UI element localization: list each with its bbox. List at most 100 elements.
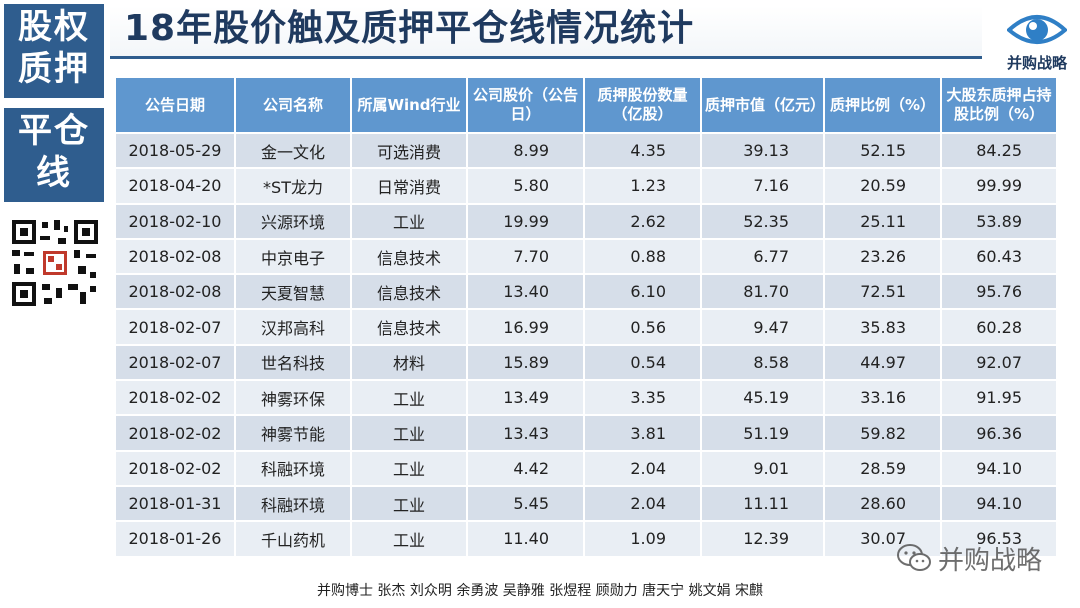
table-row: 2018-02-02 神雾节能 工业 13.43 3.81 51.19 59.82 96.36: [114, 414, 1058, 452]
table-cell: 0.88: [583, 237, 702, 276]
table-cell: 91.95: [940, 379, 1058, 417]
table-cell: 12.39: [700, 520, 825, 558]
table-row: 2018-01-31 科融环境 工业 5.45 2.04 11.11 28.60 94.10: [114, 484, 1058, 523]
table-header-cell: 公司名称: [234, 76, 352, 134]
table-cell: 60.28: [940, 308, 1058, 346]
table-row: 2018-01-26 千山药机 工业 11.40 1.09 12.39 30.07 96.53: [114, 520, 1058, 558]
table-cell: 3.81: [583, 414, 702, 452]
table-row: 2018-02-10 兴源环境 工业 19.99 2.62 52.35 25.11 53.89: [114, 202, 1058, 240]
table-cell: 工业: [350, 414, 468, 452]
table-cell: 汉邦高科: [234, 308, 352, 346]
table-cell: 0.54: [583, 343, 702, 382]
table-cell: 1.09: [583, 520, 702, 558]
table-cell: 日常消费: [350, 167, 468, 205]
table-cell: 千山药机: [234, 520, 352, 558]
brand-logo-text: 并购战略: [1006, 54, 1067, 72]
table-row: 2018-02-08 中京电子 信息技术 7.70 0.88 6.77 23.26 60.43: [114, 237, 1058, 276]
table-row: 2018-02-02 神雾环保 工业 13.49 3.35 45.19 33.16 91.95: [114, 379, 1058, 417]
table-cell: 84.25: [940, 131, 1058, 170]
table-cell: 25.11: [823, 202, 942, 240]
table-cell: 19.99: [466, 202, 585, 240]
table-body: 2018-05-29 金一文化 可选消费 8.99 4.35 39.13 52.15 84.2…: [114, 131, 1058, 558]
eye-icon: [1005, 15, 1069, 44]
table-cell: 9.47: [700, 308, 825, 346]
table-cell: 2018-01-31: [114, 484, 236, 523]
table-cell: 1.23: [583, 167, 702, 205]
table-cell: 15.89: [466, 343, 585, 382]
table-cell: 0.56: [583, 308, 702, 346]
table-cell: 2.62: [583, 202, 702, 240]
table-cell: 可选消费: [350, 131, 468, 170]
table-cell: 工业: [350, 202, 468, 240]
table-cell: 2.04: [583, 484, 702, 523]
table-header-cell: 质押股份数量（亿股）: [583, 76, 702, 134]
table-cell: 45.19: [700, 379, 825, 417]
table-header-cell: 质押比例（%）: [823, 76, 942, 134]
table-cell: 2018-02-07: [114, 308, 236, 346]
table-cell: 60.43: [940, 237, 1058, 276]
table-cell: 2018-02-02: [114, 449, 236, 487]
table-cell: 2018-02-02: [114, 379, 236, 417]
table-cell: 53.89: [940, 202, 1058, 240]
table-cell: 2018-02-08: [114, 237, 236, 276]
table-cell: 2018-04-20: [114, 167, 236, 205]
table-cell: 13.49: [466, 379, 585, 417]
table-cell: 神雾节能: [234, 414, 352, 452]
table-cell: 工业: [350, 520, 468, 558]
table-cell: 2018-05-29: [114, 131, 236, 170]
table-cell: 2018-02-08: [114, 273, 236, 311]
wechat-icon: [897, 544, 931, 571]
table-cell: 95.76: [940, 273, 1058, 311]
table-cell: 兴源环境: [234, 202, 352, 240]
table-cell: 5.45: [466, 484, 585, 523]
table-header-cell: 大股东质押占持股比例（%）: [940, 76, 1058, 134]
table-cell: 科融环境: [234, 449, 352, 487]
table-header-row: 公告日期 公司名称 所属Wind行业 公司股价（公告日） 质押股份数量（亿股） 质押市值（…: [114, 76, 1058, 134]
table-cell: 6.10: [583, 273, 702, 311]
table-cell: 6.77: [700, 237, 825, 276]
table-cell: 信息技术: [350, 237, 468, 276]
table-cell: 28.59: [823, 449, 942, 487]
table-cell: 2018-01-26: [114, 520, 236, 558]
table-cell: 94.10: [940, 484, 1058, 523]
side-label-line: 质押: [18, 49, 90, 89]
brand-logo: 并购战略: [998, 8, 1076, 72]
table-cell: 52.15: [823, 131, 942, 170]
table-cell: 2.04: [583, 449, 702, 487]
title-bar: [110, 6, 982, 59]
table-cell: 8.99: [466, 131, 585, 170]
table-cell: 世名科技: [234, 343, 352, 382]
table-row: 2018-02-07 汉邦高科 信息技术 16.99 0.56 9.47 35.83 60.2…: [114, 308, 1058, 346]
table-row: 2018-04-20 *ST龙力 日常消费 5.80 1.23 7.16 20.59 99.9…: [114, 167, 1058, 205]
table-cell: 2018-02-02: [114, 414, 236, 452]
watermark: 并购战略: [896, 538, 1042, 578]
table-cell: 2018-02-10: [114, 202, 236, 240]
table-cell: 工业: [350, 484, 468, 523]
table-cell: 28.60: [823, 484, 942, 523]
table-cell: 13.40: [466, 273, 585, 311]
table-cell: 2018-02-07: [114, 343, 236, 382]
table-row: 2018-02-07 世名科技 材料 15.89 0.54 8.58 44.97 92.07: [114, 343, 1058, 382]
table-cell: 天夏智慧: [234, 273, 352, 311]
table-cell: 4.35: [583, 131, 702, 170]
qr-code-icon: [10, 218, 100, 308]
side-label-line: 股权: [18, 7, 90, 47]
table-cell: 11.11: [700, 484, 825, 523]
side-label-line: 线: [36, 153, 72, 193]
table-cell: 中京电子: [234, 237, 352, 276]
pledge-table-container: 公告日期 公司名称 所属Wind行业 公司股价（公告日） 质押股份数量（亿股） 质押市值（…: [114, 76, 1058, 558]
table-cell: 96.36: [940, 414, 1058, 452]
table-cell: 4.42: [466, 449, 585, 487]
table-cell: 72.51: [823, 273, 942, 311]
table-cell: 5.80: [466, 167, 585, 205]
side-label-liquidation-line: 平仓 线: [4, 108, 104, 202]
table-cell: 23.26: [823, 237, 942, 276]
table-cell: 工业: [350, 449, 468, 487]
table-cell: 7.70: [466, 237, 585, 276]
table-cell: 39.13: [700, 131, 825, 170]
table-cell: 7.16: [700, 167, 825, 205]
watermark-text: 并购战略: [938, 545, 1043, 576]
footer-credits: 并购博士 张杰 刘众明 余勇波 吴静雅 张煜程 顾勋力 唐天宁 姚文娟 宋麒: [316, 583, 764, 599]
table-row: 2018-02-02 科融环境 工业 4.42 2.04 9.01 28.59 94.10: [114, 449, 1058, 487]
table-cell: 94.10: [940, 449, 1058, 487]
